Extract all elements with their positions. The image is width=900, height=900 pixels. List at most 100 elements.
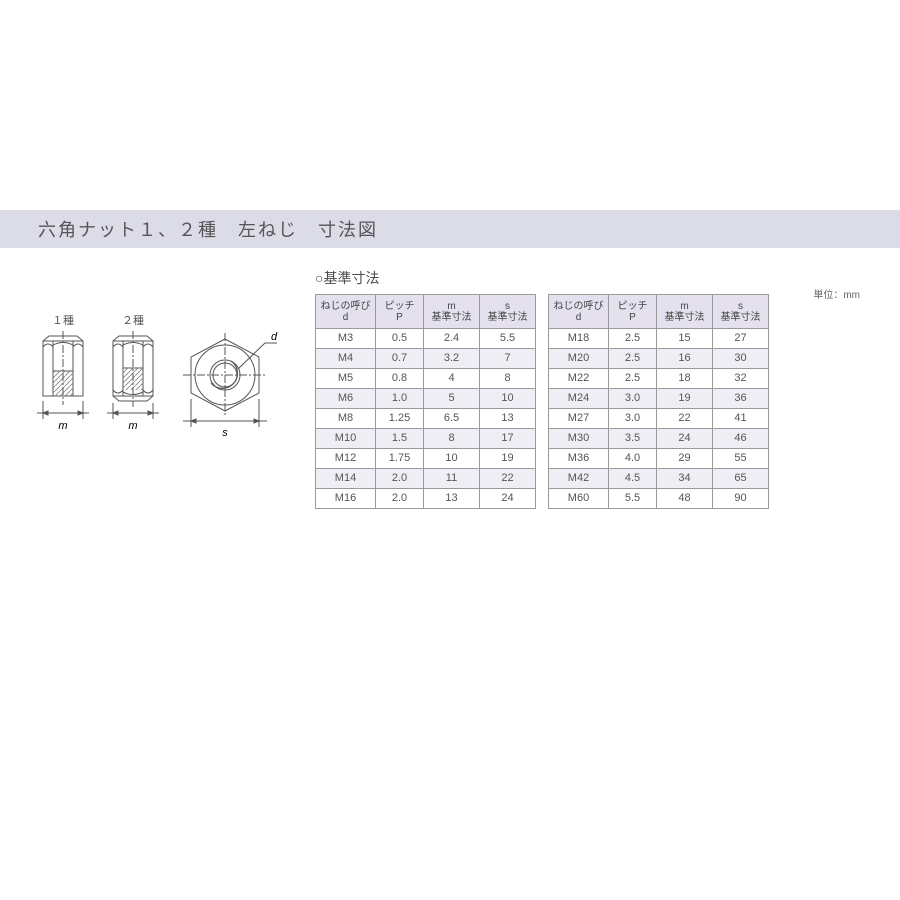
col-d-header: ねじの呼びd xyxy=(316,295,376,329)
nut-type1-icon: m xyxy=(35,331,91,441)
cell-s: 19 xyxy=(480,449,536,469)
diagram-type2: ２種 xyxy=(105,312,161,441)
cell-d: M4 xyxy=(316,349,376,369)
cell-s: 90 xyxy=(713,489,769,509)
cell-p: 2.0 xyxy=(376,469,424,489)
dim-m-label: m xyxy=(58,420,67,432)
cell-m: 6.5 xyxy=(424,409,480,429)
cell-d: M27 xyxy=(549,409,609,429)
col-p-header: ピッチP xyxy=(376,295,424,329)
cell-d: M5 xyxy=(316,369,376,389)
table-row: M61.0510 xyxy=(316,389,536,409)
table-row: M50.848 xyxy=(316,369,536,389)
cell-d: M42 xyxy=(549,469,609,489)
table-row: M101.5817 xyxy=(316,429,536,449)
cell-s: 27 xyxy=(713,329,769,349)
spec-table-left: ねじの呼びd ピッチP m基準寸法 s基準寸法 M30.52.45.5M40.7… xyxy=(315,294,536,509)
table-row: M182.51527 xyxy=(549,329,769,349)
cell-p: 1.75 xyxy=(376,449,424,469)
dim-m-label-2: m xyxy=(128,420,137,432)
cell-p: 2.5 xyxy=(609,349,657,369)
cell-p: 5.5 xyxy=(609,489,657,509)
cell-m: 15 xyxy=(657,329,713,349)
cell-s: 13 xyxy=(480,409,536,429)
tables: ねじの呼びd ピッチP m基準寸法 s基準寸法 M30.52.45.5M40.7… xyxy=(315,294,769,509)
cell-p: 2.5 xyxy=(609,369,657,389)
cell-p: 1.25 xyxy=(376,409,424,429)
cell-s: 10 xyxy=(480,389,536,409)
col-s-header: s基準寸法 xyxy=(713,295,769,329)
dim-d-label: d xyxy=(271,331,278,343)
cell-m: 19 xyxy=(657,389,713,409)
cell-d: M16 xyxy=(316,489,376,509)
table-row: M424.53465 xyxy=(549,469,769,489)
table-row: M142.01122 xyxy=(316,469,536,489)
cell-s: 36 xyxy=(713,389,769,409)
cell-m: 18 xyxy=(657,369,713,389)
spec-table-right: ねじの呼びd ピッチP m基準寸法 s基準寸法 M182.51527M202.5… xyxy=(548,294,769,509)
cell-s: 30 xyxy=(713,349,769,369)
page-title: 六角ナット１、２種 左ねじ 寸法図 xyxy=(38,216,378,242)
cell-m: 5 xyxy=(424,389,480,409)
title-bar: 六角ナット１、２種 左ねじ 寸法図 xyxy=(0,210,900,248)
cell-s: 22 xyxy=(480,469,536,489)
diagram-hex-label xyxy=(228,312,231,327)
cell-d: M20 xyxy=(549,349,609,369)
table-row: M81.256.513 xyxy=(316,409,536,429)
cell-s: 32 xyxy=(713,369,769,389)
cell-p: 2.0 xyxy=(376,489,424,509)
section-heading: ○基準寸法 xyxy=(315,268,900,288)
cell-p: 1.0 xyxy=(376,389,424,409)
table-row: M303.52446 xyxy=(549,429,769,449)
cell-m: 4 xyxy=(424,369,480,389)
diagrams: １種 xyxy=(0,294,300,441)
table-row: M243.01936 xyxy=(549,389,769,409)
diagram-type1: １種 xyxy=(35,312,91,441)
cell-d: M22 xyxy=(549,369,609,389)
cell-m: 22 xyxy=(657,409,713,429)
diagram-type2-label: ２種 xyxy=(122,312,144,327)
diagram-type1-label: １種 xyxy=(52,312,74,327)
cell-s: 55 xyxy=(713,449,769,469)
cell-m: 34 xyxy=(657,469,713,489)
cell-s: 65 xyxy=(713,469,769,489)
table-row: M222.51832 xyxy=(549,369,769,389)
cell-d: M24 xyxy=(549,389,609,409)
cell-m: 3.2 xyxy=(424,349,480,369)
cell-p: 3.5 xyxy=(609,429,657,449)
diagram-hex: d s xyxy=(175,312,285,441)
cell-s: 5.5 xyxy=(480,329,536,349)
table-row: M121.751019 xyxy=(316,449,536,469)
content: ○基準寸法 単位：mm １種 xyxy=(0,268,900,509)
col-s-header: s基準寸法 xyxy=(480,295,536,329)
col-m-header: m基準寸法 xyxy=(424,295,480,329)
cell-m: 8 xyxy=(424,429,480,449)
cell-p: 3.0 xyxy=(609,389,657,409)
table-row: M605.54890 xyxy=(549,489,769,509)
cell-m: 13 xyxy=(424,489,480,509)
cell-d: M3 xyxy=(316,329,376,349)
cell-d: M6 xyxy=(316,389,376,409)
cell-m: 10 xyxy=(424,449,480,469)
cell-d: M10 xyxy=(316,429,376,449)
cell-m: 48 xyxy=(657,489,713,509)
cell-m: 24 xyxy=(657,429,713,449)
cell-p: 3.0 xyxy=(609,409,657,429)
cell-m: 2.4 xyxy=(424,329,480,349)
nut-hex-icon: d s xyxy=(175,331,285,441)
dim-s-label: s xyxy=(222,427,228,439)
cell-d: M8 xyxy=(316,409,376,429)
unit-label: 単位：mm xyxy=(813,286,860,301)
cell-s: 41 xyxy=(713,409,769,429)
cell-s: 17 xyxy=(480,429,536,449)
cell-s: 8 xyxy=(480,369,536,389)
cell-p: 0.5 xyxy=(376,329,424,349)
cell-d: M30 xyxy=(549,429,609,449)
cell-m: 16 xyxy=(657,349,713,369)
cell-s: 7 xyxy=(480,349,536,369)
cell-p: 4.0 xyxy=(609,449,657,469)
table-row: M40.73.27 xyxy=(316,349,536,369)
table-row: M273.02241 xyxy=(549,409,769,429)
col-d-header: ねじの呼びd xyxy=(549,295,609,329)
cell-p: 1.5 xyxy=(376,429,424,449)
